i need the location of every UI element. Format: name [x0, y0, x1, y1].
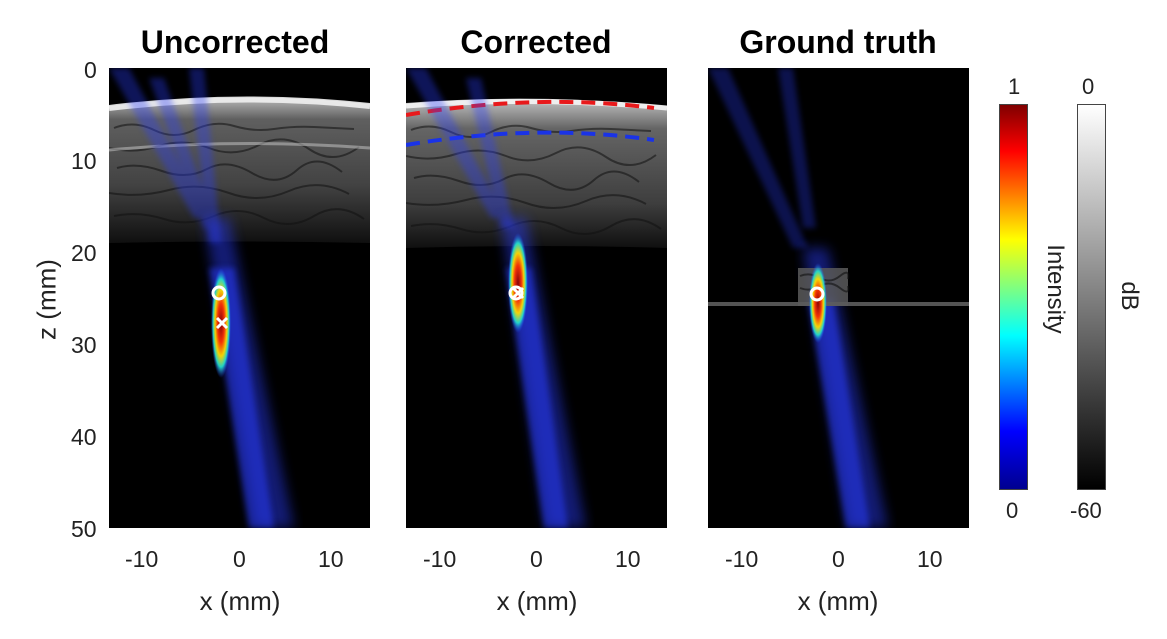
x-axis-label-p2: x (mm): [496, 586, 578, 616]
blue-dashed-boundary: [406, 130, 655, 147]
db-colorbar-min: -60: [1070, 498, 1102, 523]
x-tick-neg10-p3: -10: [725, 546, 759, 572]
x-tick-0-p2: 0: [530, 546, 543, 572]
tissue-layer: [406, 98, 667, 248]
y-tick-50: 50: [71, 516, 97, 542]
ultrasound-image-corrected: [406, 68, 667, 528]
x-tick-10-p2: 10: [615, 546, 641, 572]
x-axis-label-p1: x (mm): [199, 586, 281, 616]
intensity-colorbar-label: Intensity: [1042, 244, 1069, 334]
y-axis-label: z (mm): [31, 259, 62, 340]
db-colorbar-label: dB: [1116, 281, 1143, 311]
intensity-colorbar-min: 0: [1006, 498, 1019, 523]
y-tick-30: 30: [71, 332, 97, 358]
db-colorbar-max: 0: [1082, 74, 1095, 99]
x-tick-neg10-p1: -10: [125, 546, 159, 572]
image-panel-uncorrected: [109, 68, 370, 528]
x-tick-0-p3: 0: [832, 546, 845, 572]
y-tick-10: 10: [71, 148, 97, 174]
ultrasound-image-uncorrected: [109, 68, 370, 528]
x-tick-0-p1: 0: [233, 546, 246, 572]
estimated-focus-circle-marker: [508, 285, 524, 301]
x-tick-neg10-p2: -10: [423, 546, 457, 572]
db-colorbar: [1077, 104, 1106, 490]
image-panel-corrected: [406, 68, 667, 528]
x-axis-label-p3: x (mm): [797, 586, 879, 616]
intensity-hotspot: [508, 233, 528, 333]
x-tick-10-p1: 10: [318, 546, 344, 572]
panel-title-corrected: Corrected: [460, 24, 612, 60]
panel-title-uncorrected: Uncorrected: [140, 24, 330, 60]
image-panel-ground-truth: [708, 68, 969, 528]
estimated-focus-circle-marker: [211, 285, 227, 301]
focus-circle-marker: [809, 286, 825, 302]
y-tick-0: 0: [84, 57, 97, 83]
x-tick-10-p3: 10: [917, 546, 943, 572]
intensity-colorbar: [999, 104, 1028, 490]
y-tick-20: 20: [71, 240, 97, 266]
panel-title-ground-truth: Ground truth: [739, 24, 937, 60]
intensity-hotspot: [809, 263, 827, 343]
y-tick-40: 40: [71, 424, 97, 450]
intensity-colorbar-max: 1: [1008, 74, 1021, 99]
true-focus-cross-marker: [511, 286, 525, 300]
ultrasound-image-ground-truth: [708, 68, 969, 528]
true-focus-cross-marker: [215, 316, 229, 330]
